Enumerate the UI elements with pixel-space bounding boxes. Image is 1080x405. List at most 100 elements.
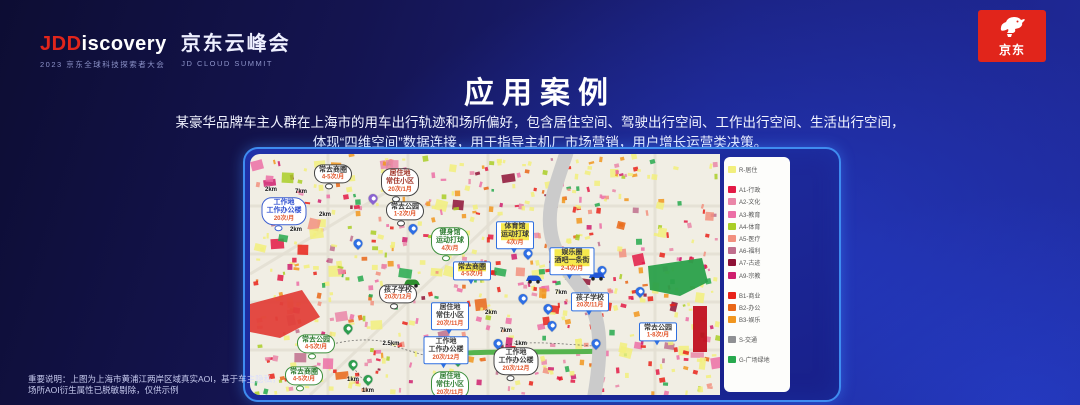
callout-name: 运动打球 <box>501 231 529 240</box>
callout-frequency: 20次/12月 <box>502 365 530 372</box>
legend-label: G-广场绿地 <box>739 357 770 364</box>
legend-label: A6-福利 <box>739 249 761 256</box>
shanghai-aoi-map: 常去商圈 4-5次/月 居住地 常住小区 20次/1月 工作地 工作办公楼 20次/月 常去公园… <box>250 154 720 395</box>
summit-subtitle-en: JD CLOUD SUMMIT <box>181 59 273 68</box>
callout-name: 常去商圈 <box>290 368 318 376</box>
legend-label: A1-行政 <box>739 188 761 195</box>
map-callout: 孩子学校 20次/12月 <box>379 284 417 311</box>
callout-frequency: 4次/月 <box>506 239 524 246</box>
map-callout: 居住地 常住小区 20次/11月 <box>431 371 469 395</box>
distance-label: 2.5km <box>382 341 400 347</box>
distance-label: 2km <box>264 187 278 193</box>
callout-name: 健身馆 <box>439 229 461 237</box>
pin-dot <box>549 322 555 329</box>
subtitle-line2: 体现“四维空间”数据连接，用于指导主机厂市场营销，用户增长运营类决策。 <box>312 135 768 150</box>
callout-name: 工作地 <box>435 338 457 346</box>
pin-dot <box>345 325 351 332</box>
callout-name: 常去公园 <box>644 324 672 332</box>
legend-item: S-交通 <box>728 335 786 344</box>
legend-label: A7-古迹 <box>739 261 761 268</box>
legend-label: S-交通 <box>739 337 758 344</box>
pin-dot <box>525 250 531 257</box>
page-title: 应用案例 <box>464 77 616 110</box>
jd-dog-icon <box>1000 17 1025 37</box>
map-callout: 常去公园 1-2次/月 <box>386 201 424 228</box>
callout-frequency: 20次/12月 <box>432 354 460 361</box>
callout-frequency: 1-2次/月 <box>393 211 417 218</box>
map-panel: 常去商圈 4-5次/月 居住地 常住小区 20次/1月 工作地 工作办公楼 20次/月 常去公园… <box>243 147 841 402</box>
callout-frequency: 20次/月 <box>273 215 295 222</box>
callout-name: 孩子学校 <box>576 294 604 302</box>
callout-frequency: 4-5次/月 <box>304 344 328 351</box>
callout-name: 工作办公楼 <box>266 207 302 215</box>
callout-name: 工作地 <box>273 199 295 207</box>
pin-dot <box>637 288 643 295</box>
legend-item: B1-商业 <box>728 291 786 300</box>
map-callout: 常去公园 4-5次/月 <box>297 334 335 361</box>
pin-dot <box>593 340 599 347</box>
map-callout: 体育馆 运动打球 4次/月 <box>496 221 534 253</box>
legend-label: R-居住 <box>739 168 758 175</box>
map-callout: 工作地 工作办公楼 20次/12月 <box>493 347 539 381</box>
legend-item: G-广场绿地 <box>728 355 786 364</box>
jd-brand-badge: 京东 <box>978 10 1046 62</box>
callout-name: 工作地 <box>505 349 527 357</box>
callout-name: 体育馆 <box>501 223 529 232</box>
legend-label: B3-娱乐 <box>739 317 761 324</box>
pin-dot <box>410 225 416 232</box>
legend-swatch <box>728 291 736 299</box>
callout-frequency: 20次/1月 <box>388 186 412 193</box>
legend-swatch <box>728 210 736 218</box>
legend-item: A9-宗教 <box>728 271 786 280</box>
callout-name: 常住小区 <box>436 312 464 320</box>
legend-label: A5-医疗 <box>739 236 761 243</box>
jd-badge-label: 京东 <box>998 43 1025 57</box>
legend-swatch <box>728 335 736 343</box>
pin-dot <box>495 340 501 347</box>
callout-name: 常去公园 <box>391 203 419 211</box>
legend-item: A2-文化 <box>728 197 786 206</box>
callout-frequency: 2-4次/月 <box>560 265 584 272</box>
summit-subtitle-cn: 2023 京东全球科技探索者大会 <box>40 60 166 69</box>
map-callout: 娱乐圈 酒吧一条街 2-4次/月 <box>549 247 595 279</box>
legend-swatch <box>728 259 736 267</box>
callout-frequency: 20次/11月 <box>436 389 464 395</box>
legend-item: B2-办公 <box>728 303 786 312</box>
jdd-logo-red: JDD <box>40 33 82 55</box>
map-callout: 居住地 常住小区 20次/1月 <box>381 168 419 202</box>
legend-swatch <box>728 234 736 242</box>
callout-frequency: 20次/11月 <box>436 320 464 327</box>
distance-label: 2km <box>484 310 498 316</box>
callout-name: 常去商圈 <box>458 263 486 272</box>
footnote-line2: 场所AOI衍生属性已脱敏剔除，仅供示例 <box>28 385 179 396</box>
subtitle-line1: 某豪华品牌车主人群在上海市的用车出行轨迹和场所偏好，包含居住空间、驾驶出行空间、… <box>175 115 905 130</box>
callout-frequency: 20次/12月 <box>384 294 412 301</box>
pin-dot <box>545 305 551 312</box>
map-callout: 居住地 常住小区 20次/11月 <box>431 302 469 334</box>
distance-label: 7km <box>499 328 513 334</box>
map-legend: R-居住 A1-行政 A2-文化 A3-教育 A4-体育 A5-医疗 A6-福利 A7-古迹 A… <box>724 157 790 392</box>
callout-name: 工作办公楼 <box>498 357 534 365</box>
map-callout: 常去商圈 4-5次/月 <box>285 366 323 393</box>
distance-label: 1km <box>346 377 360 383</box>
distance-label: 7km <box>554 290 568 296</box>
callout-frequency: 4-5次/月 <box>321 174 345 181</box>
distance-label: 2km <box>318 212 332 218</box>
pin-dot <box>350 361 356 368</box>
legend-swatch <box>728 222 736 230</box>
legend-label: B2-办公 <box>739 305 761 312</box>
legend-swatch <box>728 355 736 363</box>
distance-label: 7km <box>294 189 308 195</box>
jdd-logo-rest: iscovery <box>81 33 167 55</box>
footnote: 重要说明：上图为上海市黄浦江两岸区域真实AOI，基于车主隐私， 场所AOI衍生属… <box>28 374 281 397</box>
distance-label: 2km <box>289 227 303 233</box>
callout-name: 居住地 <box>439 304 461 312</box>
legend-swatch <box>728 247 736 255</box>
distance-label: 1km <box>361 388 375 394</box>
callout-name: 孩子学校 <box>384 286 412 294</box>
legend-item: A7-古迹 <box>728 258 786 267</box>
legend-label: B1-商业 <box>739 293 761 300</box>
legend-item: A6-福利 <box>728 246 786 255</box>
callout-frequency: 1-8次/月 <box>646 332 670 339</box>
